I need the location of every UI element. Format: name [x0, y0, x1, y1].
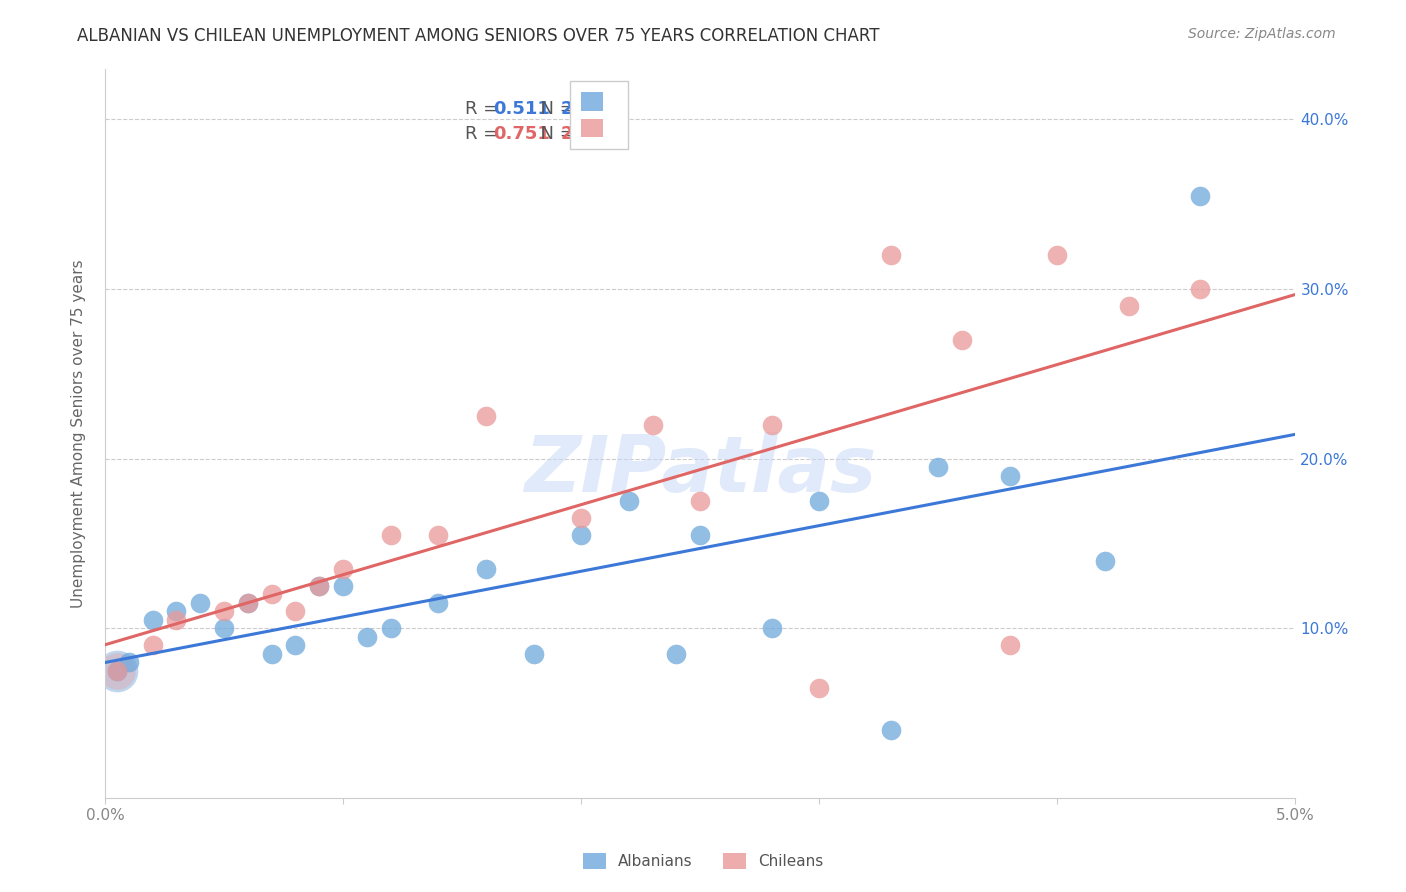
Point	[236, 596, 259, 610]
Point	[212, 604, 235, 618]
Point	[332, 562, 354, 576]
Point	[260, 587, 283, 601]
Point	[808, 681, 831, 695]
Point	[1046, 248, 1069, 262]
Text: ALBANIAN VS CHILEAN UNEMPLOYMENT AMONG SENIORS OVER 75 YEARS CORRELATION CHART: ALBANIAN VS CHILEAN UNEMPLOYMENT AMONG S…	[77, 27, 880, 45]
Point	[689, 494, 711, 508]
Point	[236, 596, 259, 610]
Point	[142, 613, 165, 627]
Point	[380, 528, 402, 542]
Text: N =: N =	[529, 100, 581, 118]
Point	[427, 596, 450, 610]
Point	[1189, 282, 1212, 296]
Point	[105, 664, 128, 678]
Point	[1118, 299, 1140, 313]
Point	[332, 579, 354, 593]
Point	[427, 528, 450, 542]
Point	[641, 417, 664, 432]
Point	[105, 664, 128, 678]
Text: R =: R =	[464, 100, 503, 118]
Text: 23: 23	[561, 125, 586, 144]
Legend: Albanians, Chileans: Albanians, Chileans	[576, 847, 830, 875]
Point	[356, 630, 378, 644]
Point	[118, 656, 141, 670]
Text: ZIPatlas: ZIPatlas	[524, 432, 876, 508]
Point	[260, 647, 283, 661]
Point	[998, 639, 1021, 653]
Point	[165, 604, 187, 618]
Legend: , : ,	[571, 81, 628, 149]
Y-axis label: Unemployment Among Seniors over 75 years: Unemployment Among Seniors over 75 years	[72, 259, 86, 607]
Point	[998, 468, 1021, 483]
Point	[284, 604, 307, 618]
Point	[475, 409, 498, 424]
Point	[879, 248, 901, 262]
Point	[927, 460, 949, 475]
Point	[665, 647, 688, 661]
Point	[569, 528, 592, 542]
Point	[475, 562, 498, 576]
Text: 0.751: 0.751	[494, 125, 550, 144]
Text: 27: 27	[561, 100, 586, 118]
Point	[950, 333, 973, 347]
Text: 0.511: 0.511	[494, 100, 550, 118]
Point	[1094, 553, 1116, 567]
Point	[212, 621, 235, 635]
Text: R =: R =	[464, 125, 503, 144]
Point	[105, 664, 128, 678]
Point	[308, 579, 330, 593]
Point	[761, 417, 783, 432]
Point	[689, 528, 711, 542]
Point	[569, 511, 592, 525]
Point	[284, 639, 307, 653]
Point	[808, 494, 831, 508]
Point	[308, 579, 330, 593]
Point	[380, 621, 402, 635]
Point	[617, 494, 640, 508]
Text: Source: ZipAtlas.com: Source: ZipAtlas.com	[1188, 27, 1336, 41]
Point	[879, 723, 901, 738]
Point	[188, 596, 211, 610]
Point	[761, 621, 783, 635]
Point	[105, 664, 128, 678]
Text: N =: N =	[529, 125, 581, 144]
Point	[522, 647, 544, 661]
Point	[165, 613, 187, 627]
Point	[1189, 188, 1212, 202]
Point	[142, 639, 165, 653]
